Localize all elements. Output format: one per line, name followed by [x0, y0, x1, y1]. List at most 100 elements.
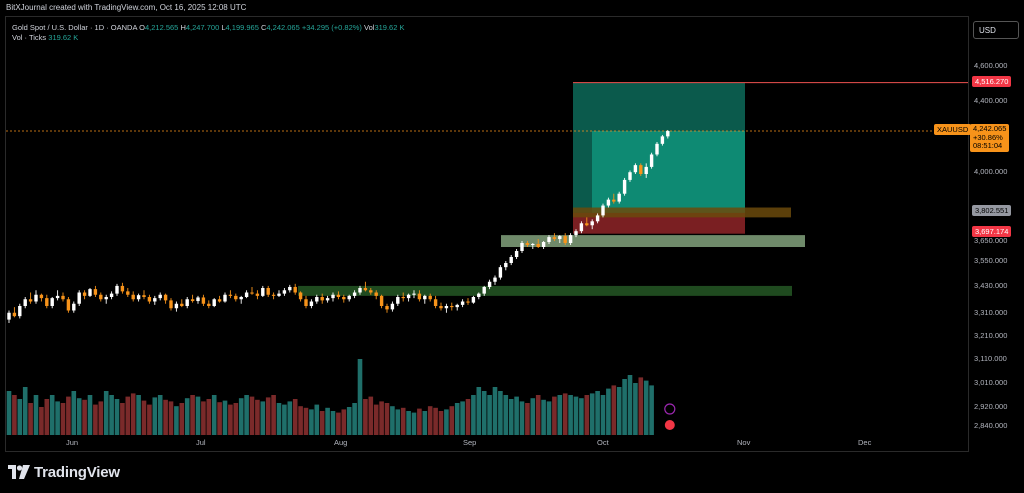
- volume-bar: [514, 396, 519, 435]
- volume-bar: [384, 403, 390, 435]
- volume-bar: [325, 407, 330, 435]
- candle-body: [423, 295, 427, 300]
- price-tick: 3,010.000: [974, 378, 1008, 387]
- high-value: 4,247.700: [185, 23, 220, 32]
- chart-caption: BitXJournal created with TradingView.com…: [6, 3, 247, 12]
- currency-button[interactable]: USD: [973, 21, 1019, 39]
- candle-body: [590, 221, 594, 226]
- volume-bar: [481, 391, 487, 435]
- candle-body: [180, 303, 184, 306]
- volume-bar: [600, 395, 606, 435]
- volume-bar: [233, 403, 239, 435]
- volume-bar: [136, 395, 141, 435]
- candle-body: [234, 295, 238, 300]
- candle-body: [612, 199, 616, 202]
- candle-body: [217, 299, 222, 302]
- candle-body: [504, 263, 508, 268]
- candle-body: [498, 267, 503, 278]
- volume-bar: [498, 391, 503, 435]
- candle-body: [541, 242, 546, 247]
- candle-body: [158, 294, 162, 299]
- volume-bar: [309, 409, 314, 435]
- candle-body: [261, 288, 265, 296]
- volume-bar: [427, 406, 433, 435]
- stop-price-tag: 3,697.174: [972, 226, 1012, 237]
- candle-body: [282, 290, 287, 294]
- candle-body: [298, 292, 303, 300]
- brand-name: TradingView: [34, 464, 120, 481]
- candle-body: [28, 299, 33, 302]
- candle-body: [595, 215, 600, 222]
- volume-bar: [39, 407, 44, 435]
- candle-body: [325, 298, 330, 301]
- last-change: +30.86%: [973, 132, 1003, 142]
- candle-body: [547, 237, 551, 243]
- candle-body: [552, 237, 557, 240]
- volume-bar: [352, 403, 357, 435]
- volume-bar: [460, 401, 465, 435]
- volume-bar: [411, 412, 417, 435]
- volume-bar: [22, 387, 28, 435]
- candle-body: [558, 236, 562, 240]
- candle-body: [396, 297, 400, 304]
- last-price: 4,242.065: [973, 124, 1007, 133]
- volume-bar: [363, 399, 368, 435]
- candle-body: [509, 257, 513, 263]
- candle-body: [120, 285, 125, 292]
- volume-bar: [492, 387, 498, 435]
- volume-bar: [130, 393, 136, 435]
- volume-bar: [276, 403, 282, 435]
- chart-pane[interactable]: Gold Spot / U.S. Dollar · 1D · OANDA O4,…: [5, 16, 969, 452]
- candle-body: [428, 295, 432, 300]
- volume-bar: [271, 395, 276, 435]
- volume-bar: [55, 401, 60, 435]
- volume-bar: [589, 393, 595, 435]
- candle-body: [115, 285, 119, 294]
- candle-body: [347, 295, 351, 300]
- candle-body: [363, 288, 368, 291]
- time-label: Nov: [737, 438, 751, 447]
- candle-body: [147, 297, 152, 302]
- volume-bar: [314, 404, 320, 435]
- price-tick: 3,210.000: [974, 331, 1008, 340]
- open-value: 4,212.565: [144, 23, 179, 32]
- candle-body: [109, 293, 114, 297]
- volume-bar: [417, 408, 422, 435]
- volume-bar: [82, 399, 87, 435]
- candle-body: [487, 281, 492, 287]
- candle-body: [207, 303, 211, 306]
- symbol-description[interactable]: Gold Spot / U.S. Dollar · 1D · OANDA: [12, 23, 138, 32]
- volume-bar: [282, 404, 287, 435]
- volume-bar: [568, 395, 573, 435]
- volume-bar: [444, 409, 449, 435]
- candle-body: [417, 293, 422, 300]
- volume-bar: [546, 401, 552, 435]
- chart-svg[interactable]: [6, 17, 968, 451]
- volume-bar: [627, 375, 633, 435]
- volume-bar: [606, 388, 611, 435]
- candle-body: [239, 297, 243, 300]
- volume-bar: [552, 396, 557, 435]
- volume-bar: [211, 395, 217, 435]
- candle-body: [574, 231, 578, 236]
- candle-body: [39, 294, 44, 299]
- volume-bar: [184, 398, 190, 435]
- volume-bar: [174, 406, 179, 435]
- candle-body: [531, 244, 535, 245]
- candle-body: [82, 292, 87, 296]
- candle-body: [379, 295, 384, 306]
- candle-body: [579, 223, 584, 232]
- open-label: O: [139, 23, 145, 32]
- time-label: Aug: [334, 438, 348, 447]
- candle-body: [169, 300, 173, 309]
- candle-body: [525, 243, 530, 245]
- volume-bar: [228, 404, 233, 435]
- candle-body: [163, 294, 168, 301]
- price-tick: 2,840.000: [974, 421, 1008, 430]
- candle-body: [352, 292, 357, 296]
- candle-body: [12, 312, 17, 317]
- volume-indicator-row[interactable]: Vol · Ticks 319.62 K: [12, 33, 404, 43]
- volume-bar: [562, 393, 568, 435]
- candle-body: [255, 293, 260, 296]
- volume-bar: [109, 395, 114, 435]
